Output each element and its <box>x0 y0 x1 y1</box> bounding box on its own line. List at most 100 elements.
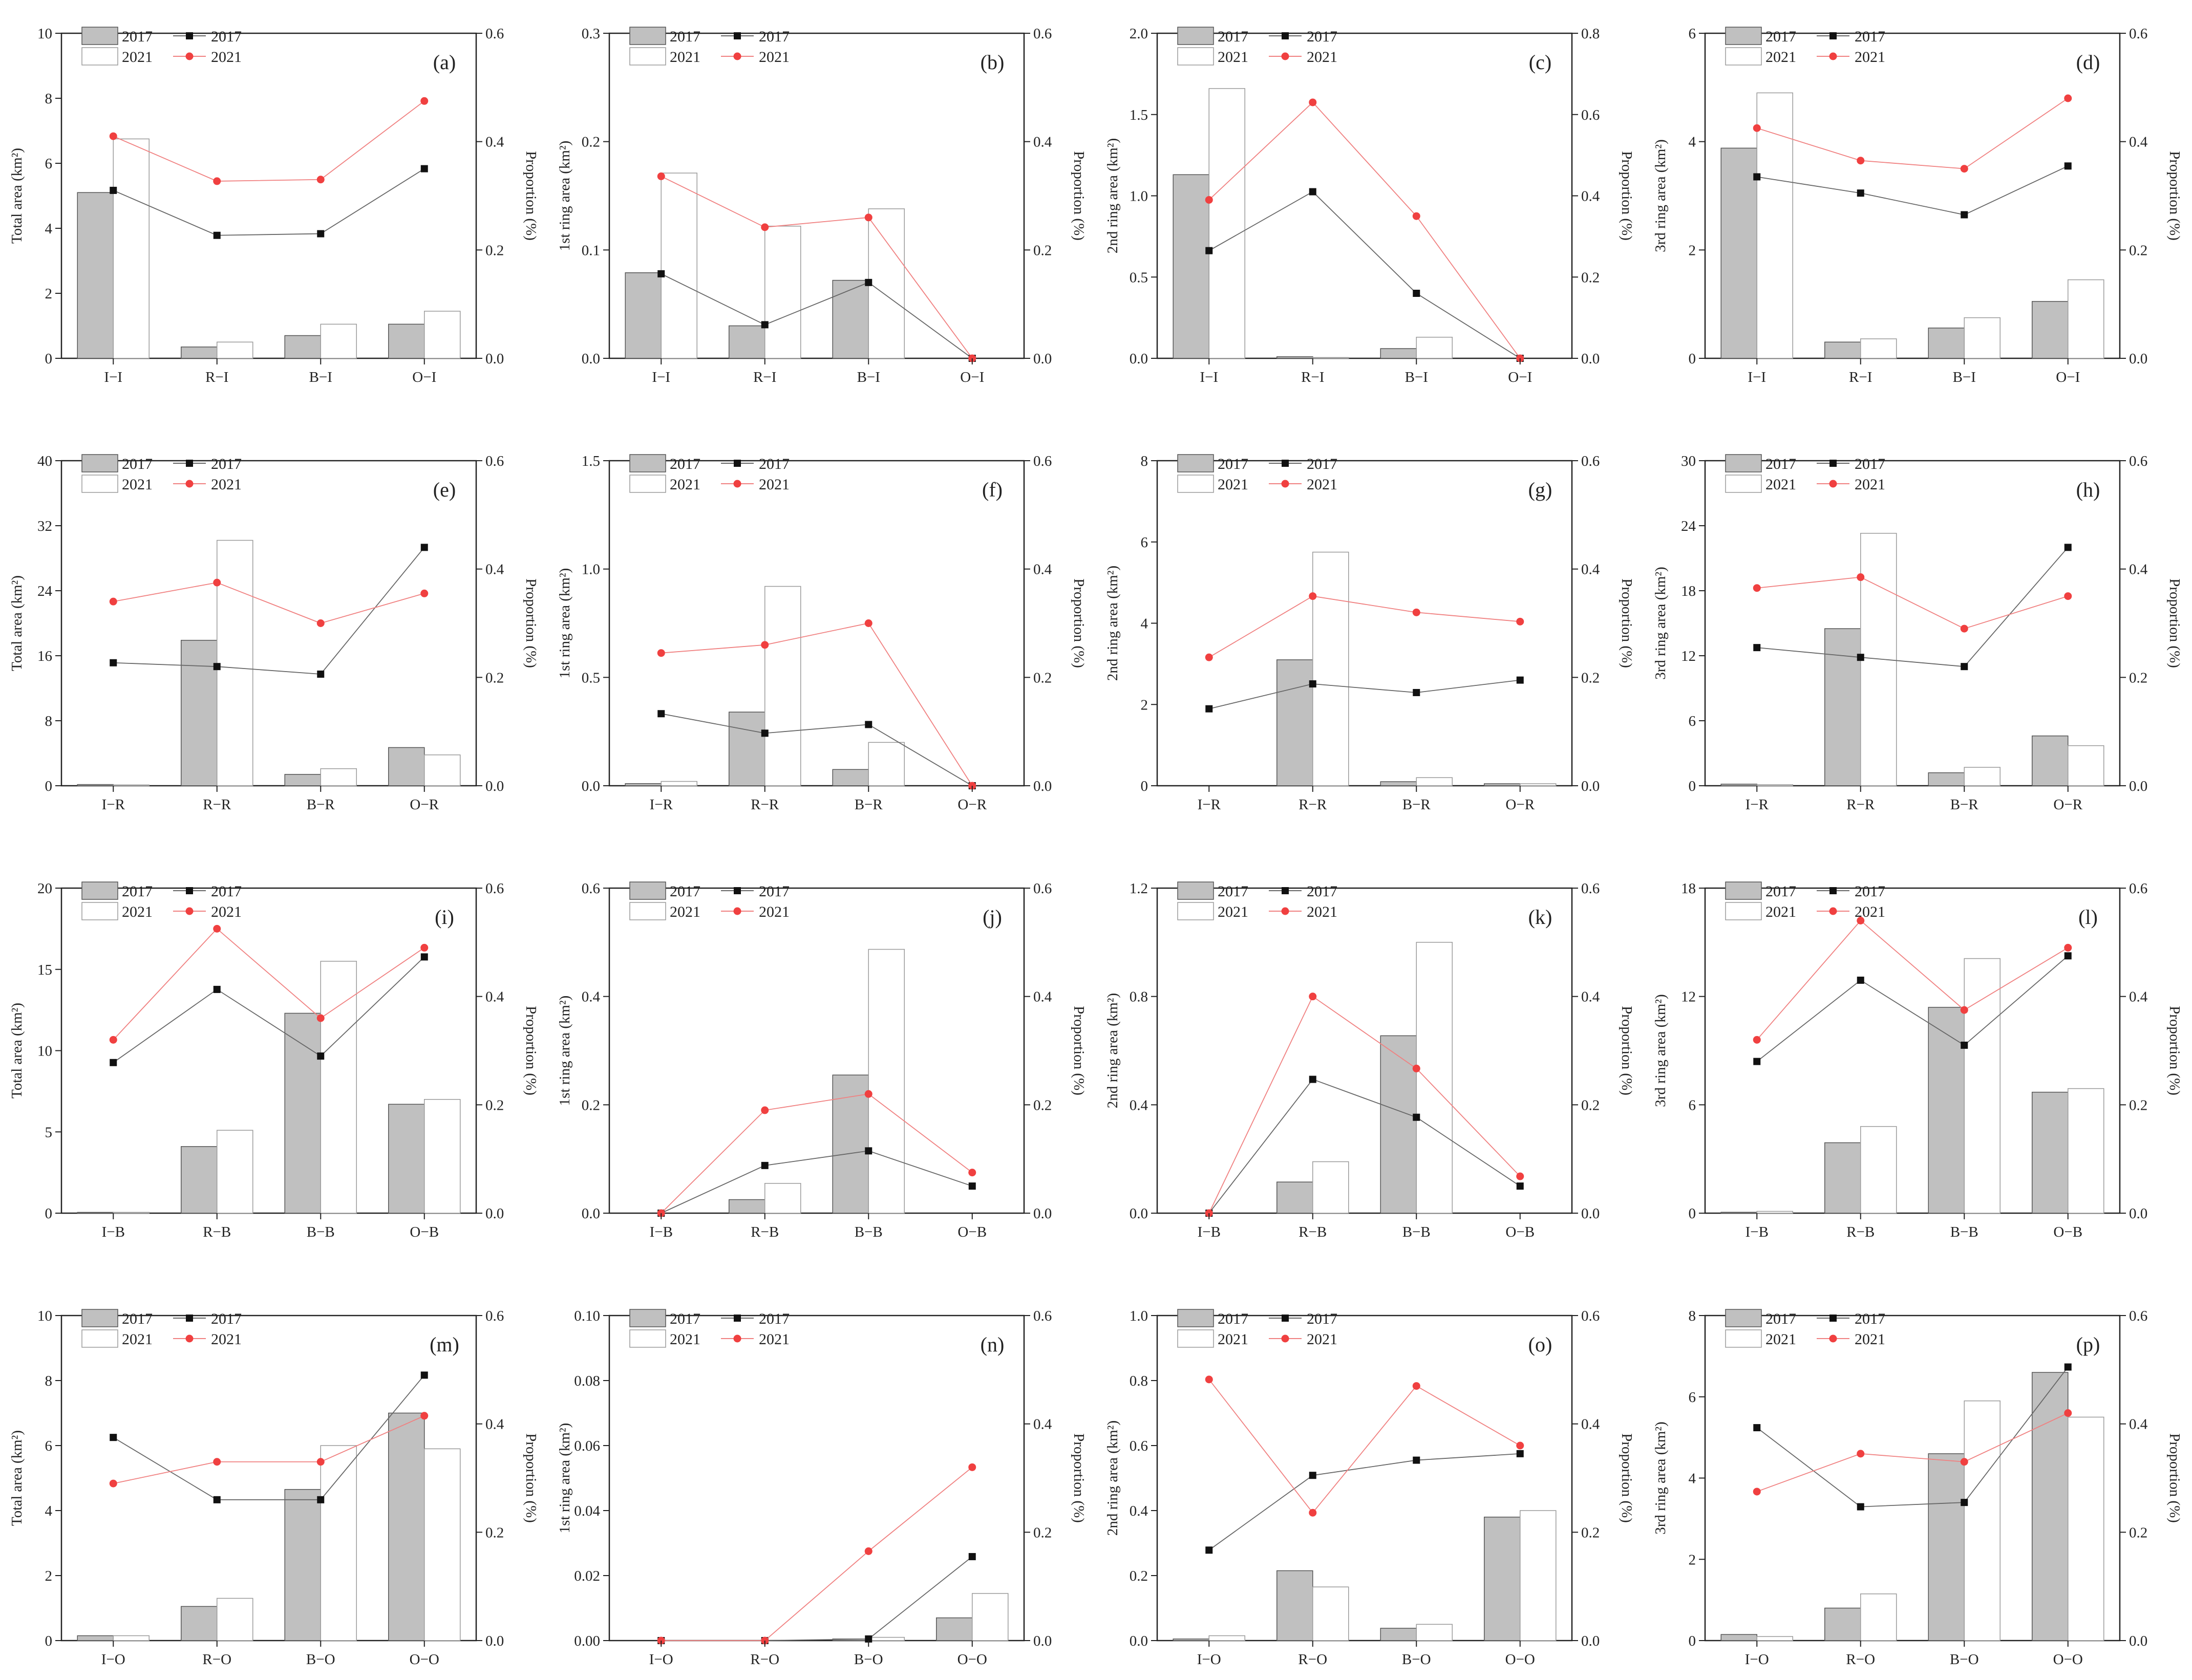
legend-label-line-2021: 2021 <box>759 1331 790 1348</box>
legend-swatch-bar-2017 <box>1177 454 1214 472</box>
point-square-2017-1 <box>1857 654 1864 661</box>
bar-2021-0 <box>1756 92 1793 359</box>
legend-marker-2021 <box>1829 907 1837 915</box>
legend-label-bar-2021: 2021 <box>122 49 153 66</box>
bar-2021-1 <box>1312 1586 1349 1641</box>
ytick-label: 24 <box>37 583 53 599</box>
legend-marker-2017 <box>734 1315 741 1322</box>
legend-label-line-2017: 2017 <box>1855 28 1885 45</box>
point-circle-2021-2 <box>1960 1006 1968 1014</box>
chart-panel-b: 0.0 0.1 0.2 0.3 0.0 0.2 0.4 0.6 I−I R−I B−I O−I 1st … <box>557 26 1087 385</box>
bar-2017-1 <box>181 640 218 786</box>
legend-label-line-2017: 2017 <box>1307 883 1337 900</box>
y-axis-title: 2nd ring area (km²) <box>1104 566 1121 681</box>
point-square-2017-0 <box>1205 1546 1213 1554</box>
xtick-label: R−I <box>753 369 776 385</box>
series-line-2021 <box>1756 1412 2069 1492</box>
legend-swatch-bar-2021 <box>629 475 666 493</box>
ytick-label: 10 <box>37 1308 52 1324</box>
y2tick-label: 0.2 <box>2129 670 2147 686</box>
legend-marker-2017 <box>1829 32 1837 39</box>
point-circle-2021-0 <box>1753 124 1761 132</box>
legend-swatch-bar-2017 <box>1725 27 1762 45</box>
legend-label-line-2021: 2021 <box>759 476 790 493</box>
bar-2017-2 <box>832 1074 869 1214</box>
legend-marker-2021 <box>185 52 194 60</box>
ytick-label: 2 <box>1141 697 1148 713</box>
point-circle-2021-3 <box>1516 1441 1524 1450</box>
plot-frame <box>60 460 477 787</box>
y2tick-label: 0.2 <box>2129 242 2147 259</box>
plot-frame <box>608 1315 1025 1642</box>
xtick-label: R−I <box>1849 369 1872 385</box>
ytick-label: 0.2 <box>582 134 600 150</box>
point-circle-2021-2 <box>1960 624 1968 633</box>
point-square-2017-1 <box>1309 680 1316 688</box>
panel-letter: (e) <box>433 478 456 501</box>
y2tick-label: 0.6 <box>1033 880 1052 897</box>
y2tick-label: 0.4 <box>2129 989 2148 1005</box>
xtick-label: O−I <box>1508 369 1532 385</box>
xtick-label: O−O <box>2053 1651 2083 1668</box>
point-square-2017-1 <box>1857 1503 1864 1511</box>
bar-2021-3 <box>972 1593 1009 1641</box>
xtick-label: B−I <box>1953 369 1976 385</box>
panel-letter: (b) <box>981 51 1005 74</box>
point-circle-2021-1 <box>213 1458 221 1466</box>
series-line-2021 <box>1757 576 2069 630</box>
y2tick-label: 0.2 <box>1581 1097 1600 1113</box>
y2tick-label: 0.0 <box>485 778 504 794</box>
legend-label-line-2017: 2017 <box>759 883 790 900</box>
legend-label-bar-2021: 2021 <box>1765 1331 1796 1348</box>
point-circle-2021-3 <box>1516 1172 1524 1180</box>
point-square-2017-0 <box>1753 1424 1761 1432</box>
point-square-2017-1 <box>1309 1472 1316 1479</box>
ytick-label: 1.0 <box>582 562 600 578</box>
point-square-2017-2 <box>1413 1456 1420 1464</box>
point-circle-2021-3 <box>420 97 429 105</box>
point-circle-2021-2 <box>864 619 872 627</box>
plot-frame <box>1704 887 2121 1214</box>
point-square-2017-0 <box>110 186 117 194</box>
point-circle-2021-0 <box>109 1036 117 1044</box>
bar-2017-1 <box>1276 659 1313 786</box>
xtick-label: B−R <box>1402 796 1431 813</box>
legend-swatch-bar-2021 <box>629 902 666 920</box>
point-circle-2021-1 <box>1857 573 1865 581</box>
bar-2017-2 <box>1380 1628 1417 1641</box>
xtick-label: O−R <box>957 796 987 813</box>
legend-marker-2021 <box>733 480 741 488</box>
bar-2017-0 <box>77 1212 114 1214</box>
legend-marker-2021 <box>733 52 741 60</box>
plot-frame <box>608 460 1025 787</box>
bar-2017-1 <box>729 325 765 359</box>
y-axis-title: 1st ring area (km²) <box>557 996 573 1106</box>
legend-swatch-bar-2017 <box>1177 881 1214 900</box>
legend-label-line-2017: 2017 <box>1307 1310 1337 1327</box>
bar-2017-3 <box>936 1617 973 1641</box>
legend-label-bar-2017: 2017 <box>1218 28 1248 45</box>
bar-2017-2 <box>1380 1035 1417 1214</box>
series-line-2021 <box>661 1467 973 1641</box>
legend-label-bar-2021: 2021 <box>670 49 700 66</box>
xtick-label: R−B <box>203 1224 231 1240</box>
y2-axis-title: Proportion (%) <box>523 1006 539 1095</box>
series-line-2017 <box>1757 165 2069 216</box>
ytick-label: 2 <box>1689 242 1696 259</box>
ytick-label: 0.00 <box>574 1633 600 1649</box>
ytick-label: 1.5 <box>582 453 600 469</box>
chart-panel-c: 0.0 0.5 1.0 1.5 2.0 0.0 0.2 0.4 0.6 0.8 I−I R−I B−I O… <box>1104 26 1635 385</box>
point-square-2017-0 <box>110 1059 117 1066</box>
chart-panel-f: 0.0 0.5 1.0 1.5 0.0 0.2 0.4 0.6 I−R R−R B−R O−R 1st … <box>557 453 1087 813</box>
legend-label-bar-2021: 2021 <box>1218 49 1248 66</box>
legend-label-line-2021: 2021 <box>1307 49 1337 66</box>
bar-2017-3 <box>2032 301 2069 359</box>
y2-axis-title: Proportion (%) <box>1071 578 1087 668</box>
point-circle-2021-1 <box>1857 1450 1865 1458</box>
y2-axis-title: Proportion (%) <box>1071 1006 1087 1095</box>
bar-2017-0 <box>1173 174 1209 359</box>
legend-label-bar-2021: 2021 <box>122 1331 153 1348</box>
point-circle-2021-2 <box>316 176 325 184</box>
point-square-2017-2 <box>317 230 325 238</box>
xtick-label: I−R <box>1746 796 1769 813</box>
